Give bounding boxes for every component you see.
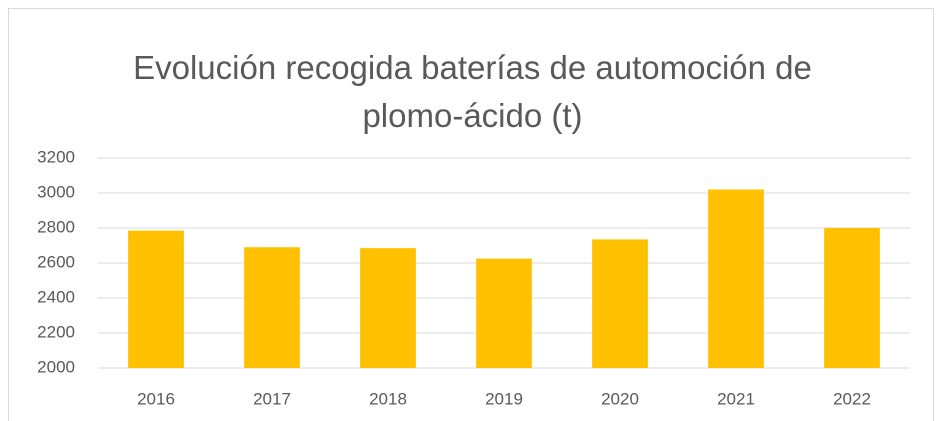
- x-tick-label: 2022: [833, 389, 871, 408]
- y-tick-label: 2000: [37, 357, 75, 376]
- x-tick-label: 2018: [369, 389, 407, 408]
- y-tick-label: 3000: [37, 182, 75, 201]
- x-tick-label: 2017: [253, 389, 291, 408]
- bar: [708, 189, 764, 368]
- y-tick-label: 2600: [37, 252, 75, 271]
- bar: [824, 228, 880, 368]
- y-tick-label: 2200: [37, 322, 75, 341]
- y-tick-label: 2400: [37, 287, 75, 306]
- x-tick-label: 2016: [137, 389, 175, 408]
- bar: [128, 230, 184, 368]
- x-tick-label: 2021: [717, 389, 755, 408]
- x-tick-label: 2019: [485, 389, 523, 408]
- chart-frame: [8, 8, 934, 421]
- x-tick-label: 2020: [601, 389, 639, 408]
- bar: [476, 258, 532, 368]
- bar: [244, 247, 300, 368]
- y-tick-label: 3200: [37, 147, 75, 166]
- chart-title: Evolución recogida baterías de automoció…: [133, 49, 812, 134]
- bar: [360, 248, 416, 368]
- y-tick-label: 2800: [37, 217, 75, 236]
- bar: [592, 239, 648, 368]
